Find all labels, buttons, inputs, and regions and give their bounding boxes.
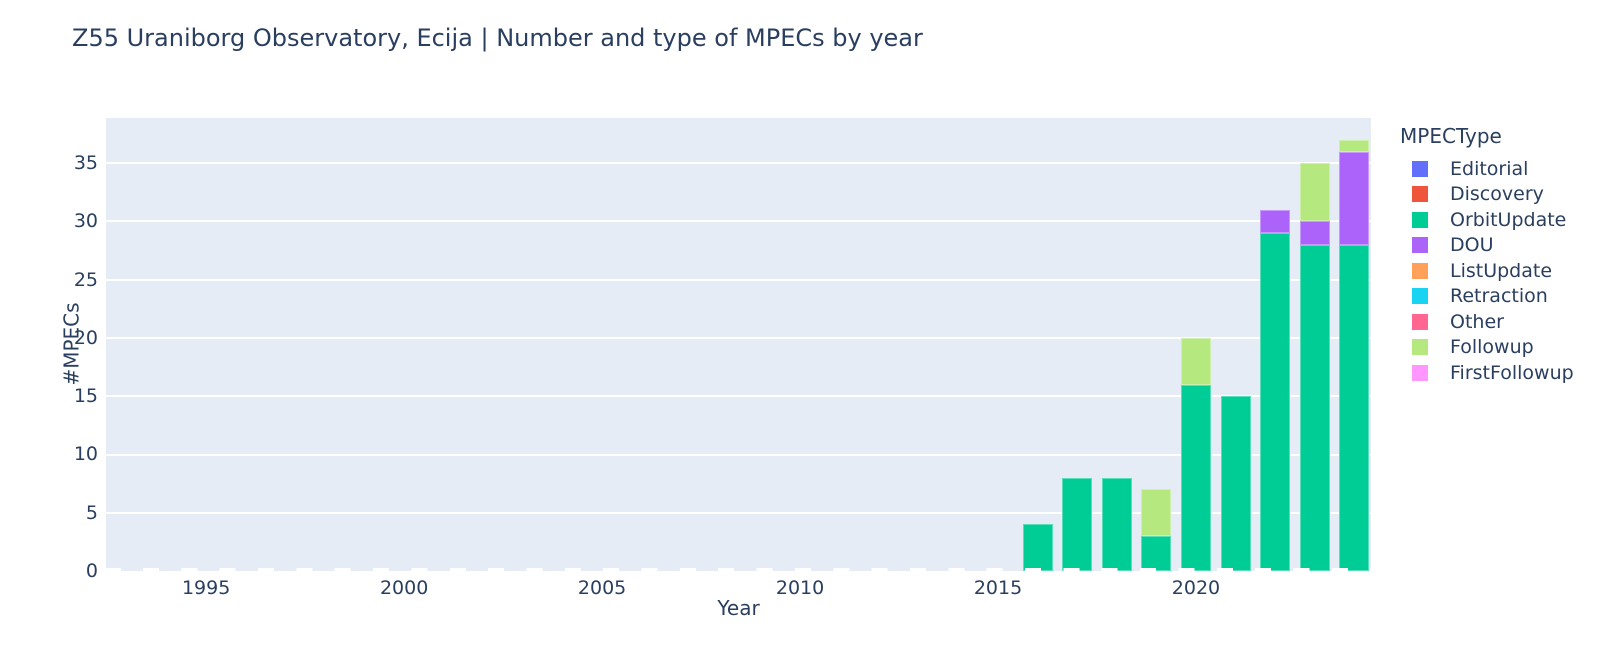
y-tick-label: 30 [73,210,98,233]
legend-swatch-ListUpdate [1412,262,1428,279]
bar-segment-2022-DOU[interactable] [1260,209,1291,234]
legend-swatch-Followup [1412,339,1428,356]
legend-swatch-OrbitUpdate [1412,211,1428,228]
bar-segment-2024-DOU[interactable] [1339,151,1370,245]
legend-label: OrbitUpdate [1450,208,1567,231]
legend-item-OrbitUpdate[interactable]: OrbitUpdate [1395,207,1595,233]
y-tick-label: 10 [73,443,98,466]
x-tick-label: 1995 [181,577,231,599]
legend-items: Editorial Discovery OrbitUpdate DOU ListUpda… [1395,156,1595,386]
bar-segment-2016-OrbitUpdate[interactable] [1022,524,1053,571]
x-axis-title: Year [717,596,760,620]
gridline-y-25 [106,278,1371,281]
legend-label: Editorial [1450,157,1529,180]
legend-label: Discovery [1450,183,1544,206]
plot-area[interactable] [106,118,1371,571]
legend: MPECType Editorial Discovery OrbitUpdate DO… [1395,124,1595,386]
gridline-y-30 [106,220,1371,223]
y-tick-label: 20 [73,326,98,349]
bar-segment-2023-OrbitUpdate[interactable] [1299,244,1330,571]
legend-label: Retraction [1450,285,1548,308]
legend-item-Other[interactable]: Other [1395,309,1595,335]
bar-segment-2018-OrbitUpdate[interactable] [1101,477,1132,571]
bar-segment-2022-OrbitUpdate[interactable] [1260,233,1291,571]
legend-label: Followup [1450,336,1534,359]
legend-item-Editorial[interactable]: Editorial [1395,156,1595,182]
y-tick-label: 35 [73,152,98,175]
chart-title: Z55 Uraniborg Observatory, Ecija | Numbe… [72,24,923,52]
gridline-y-10 [106,453,1371,456]
bar-segment-2024-Followup[interactable] [1339,139,1370,152]
legend-item-DOU[interactable]: DOU [1395,233,1595,259]
legend-item-FirstFollowup[interactable]: FirstFollowup [1395,360,1595,386]
legend-label: FirstFollowup [1450,361,1574,384]
legend-label: ListUpdate [1450,259,1553,282]
legend-label: Other [1450,310,1504,333]
y-tick-label: 0 [85,560,98,582]
bar-segment-2021-OrbitUpdate[interactable] [1220,396,1251,571]
x-tick-label: 2010 [775,577,825,599]
y-tick-label: 15 [73,385,98,408]
x-tick-label: 2015 [973,577,1023,599]
legend-item-Discovery[interactable]: Discovery [1395,182,1595,208]
bar-segment-2020-OrbitUpdate[interactable] [1180,384,1211,571]
gridline-y-35 [106,162,1371,165]
x-tick-label: 2020 [1171,577,1221,599]
y-tick-label: 25 [73,268,98,291]
zero-line-dashes [106,568,1371,571]
legend-swatch-Discovery [1412,186,1428,203]
bar-segment-2019-Followup[interactable] [1141,489,1172,537]
bar-segment-2020-Followup[interactable] [1180,338,1211,385]
legend-swatch-DOU [1412,237,1428,254]
bar-segment-2017-OrbitUpdate[interactable] [1062,477,1093,571]
x-tick-label: 2000 [379,577,429,599]
gridline-y-15 [106,395,1371,398]
gridline-y-20 [106,336,1371,339]
legend-item-Retraction[interactable]: Retraction [1395,284,1595,310]
legend-label: DOU [1450,234,1494,257]
bar-segment-2024-OrbitUpdate[interactable] [1339,244,1370,571]
gridline-y-5 [106,511,1371,514]
legend-swatch-FirstFollowup [1412,364,1428,381]
legend-title: MPECType [1400,124,1502,148]
x-tick-label: 2005 [577,577,627,599]
bar-segment-2023-DOU[interactable] [1299,221,1330,245]
legend-swatch-Editorial [1412,160,1428,177]
y-axis-title: #MPECs [59,302,84,386]
legend-swatch-Retraction [1412,288,1428,305]
y-tick-label: 5 [85,501,98,524]
legend-swatch-Other [1412,313,1428,330]
bar-segment-2019-OrbitUpdate[interactable] [1141,536,1172,571]
legend-item-Followup[interactable]: Followup [1395,335,1595,361]
legend-item-ListUpdate[interactable]: ListUpdate [1395,258,1595,284]
bar-segment-2023-Followup[interactable] [1299,163,1330,222]
